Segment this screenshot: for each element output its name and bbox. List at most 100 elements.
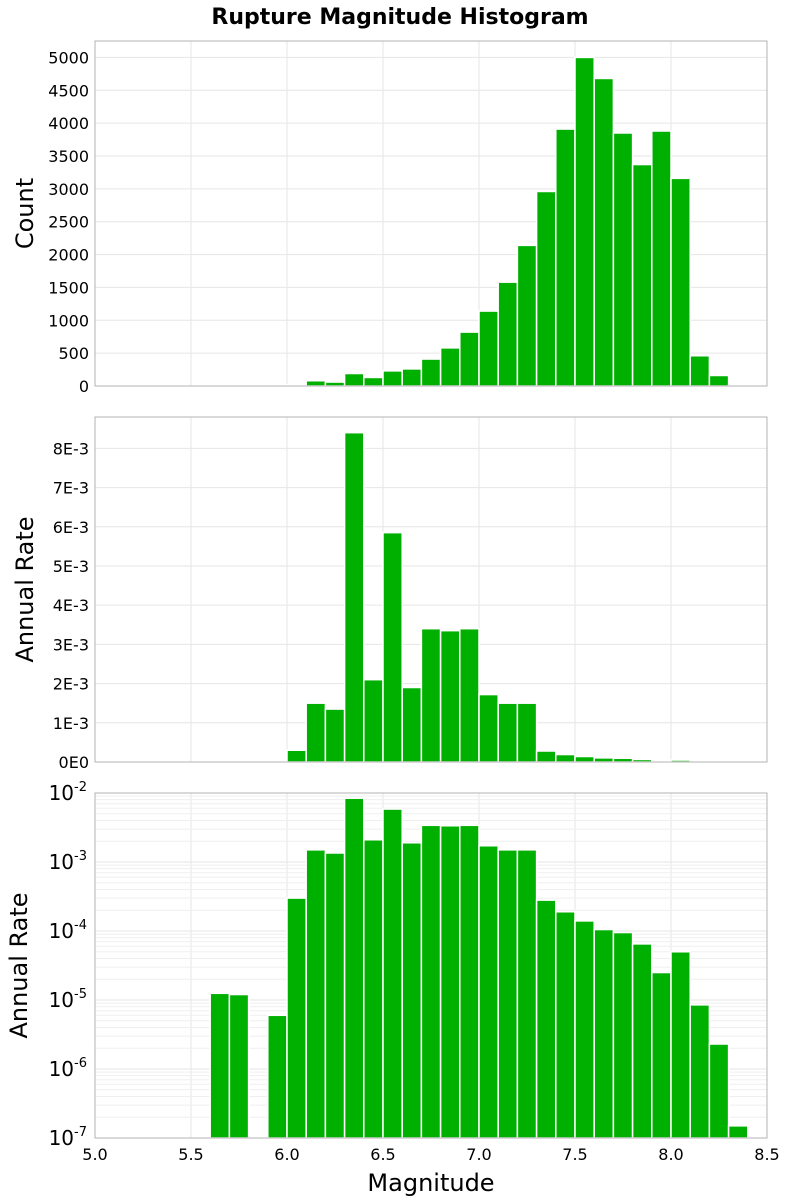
histogram-bar (670, 177, 691, 387)
y-tick-label: 1500 (48, 278, 89, 297)
histogram-bar (209, 992, 231, 1139)
histogram-bar (305, 702, 327, 763)
histogram-bar (420, 627, 442, 763)
histogram-bar (535, 750, 557, 763)
histogram-bar (689, 355, 711, 387)
plot-frame (94, 40, 768, 387)
x-tick-label: 8.0 (658, 1145, 683, 1164)
histogram-bar (555, 911, 576, 1139)
histogram-bar (324, 852, 346, 1139)
y-tick-label: 3500 (48, 147, 89, 166)
histogram-bar (305, 849, 327, 1139)
histogram-bar (382, 370, 403, 387)
histogram-bar (459, 824, 480, 1139)
histogram-bar (459, 627, 480, 763)
y-tick-label: 3E-3 (53, 635, 89, 654)
histogram-bar (478, 844, 499, 1139)
histogram-bar (439, 629, 461, 763)
histogram-bar (363, 839, 384, 1139)
y-tick-label: 2000 (48, 246, 89, 265)
y-tick-label: 10-3 (49, 849, 87, 874)
histogram-bar (651, 971, 672, 1139)
panel-count: 0 500 1000 1500 2000 2500 3000 3500 4000 4500 5000… (11, 40, 768, 396)
x-tick-label: 5.5 (178, 1145, 203, 1164)
histogram-bar (555, 753, 576, 763)
y-axis-label: Annual Rate (5, 892, 33, 1038)
histogram-bar (420, 358, 442, 387)
histogram-bar (574, 56, 595, 387)
y-tick-label: 10-5 (49, 987, 87, 1012)
x-tick-label: 6.5 (370, 1145, 395, 1164)
histogram-bar (516, 702, 538, 763)
histogram-bar (516, 849, 538, 1139)
histogram-bar (382, 808, 403, 1139)
histogram-bar (343, 797, 365, 1139)
y-tick-label: 500 (58, 344, 89, 363)
histogram-bar (343, 431, 365, 763)
panel-annual-rate-linear: 0E0 1E-3 2E-3 3E-3 4E-3 5E-3 6E-3 7E-3 8E-3 Annua… (11, 416, 768, 772)
y-tick-label: 10-6 (49, 1056, 87, 1081)
histogram-bar (651, 130, 672, 387)
histogram-bar (631, 943, 653, 1139)
y-axis-label: Count (11, 178, 39, 249)
y-tick-label: 7E-3 (53, 479, 89, 498)
histogram-bar (459, 331, 480, 387)
histogram-bar (439, 347, 461, 387)
histogram-bar (535, 190, 557, 387)
histogram-bar (439, 825, 461, 1139)
y-tick-label: 3000 (48, 180, 89, 199)
y-tick-label: 4000 (48, 114, 89, 133)
histogram-bar (727, 1125, 749, 1139)
y-tick-label: 2E-3 (53, 675, 89, 694)
plot-frame (94, 792, 768, 1139)
histogram-bar (535, 899, 557, 1139)
x-tick-label: 7.5 (562, 1145, 587, 1164)
histogram-bar (593, 928, 615, 1139)
y-tick-label: 4E-3 (53, 596, 89, 615)
x-tick-label: 8.5 (754, 1145, 779, 1164)
histogram-bar (478, 693, 499, 763)
histogram-bar (497, 849, 519, 1139)
x-tick-label: 6.0 (274, 1145, 299, 1164)
histogram-bar (343, 372, 365, 387)
histogram-bar (324, 381, 346, 387)
histogram-bar (267, 1014, 288, 1139)
histogram-bar (382, 531, 403, 763)
panel-annual-rate-log: 10-2 10-3 10-4 10-5 10-6 10-7 Annual Rate 5.0 5.… (5, 780, 780, 1197)
histogram-bar (286, 749, 307, 763)
y-tick-label: 0 (79, 377, 89, 396)
histogram-bar (286, 897, 307, 1139)
histogram-bar (708, 1043, 730, 1139)
y-tick-label: 5000 (48, 48, 89, 67)
histogram-bar (708, 374, 730, 387)
histogram-bar (363, 678, 384, 763)
histogram-bar (612, 757, 634, 763)
histogram-bar (516, 244, 538, 387)
y-axis-label: Annual Rate (11, 516, 39, 662)
y-tick-label: 10-4 (49, 918, 87, 943)
histogram-bar (497, 281, 519, 387)
histogram-bar (631, 163, 653, 387)
y-tick-label: 2500 (48, 213, 89, 232)
histogram-bar (401, 686, 423, 763)
y-tick-label: 1E-3 (53, 714, 89, 733)
histogram-bar (363, 376, 384, 387)
x-tick-label: 5.0 (82, 1145, 107, 1164)
histogram-bar (420, 824, 442, 1139)
x-tick-label: 7.0 (466, 1145, 491, 1164)
histogram-bar (593, 757, 615, 763)
histogram-bar (670, 951, 691, 1139)
histogram-bar (555, 128, 576, 387)
histogram-bar (612, 132, 634, 387)
y-tick-label: 5E-3 (53, 557, 89, 576)
histogram-bar (574, 755, 595, 763)
y-tick-label: 1000 (48, 311, 89, 330)
y-tick-label: 8E-3 (53, 439, 89, 458)
histogram-bar (593, 77, 615, 387)
histogram-bar (324, 708, 346, 763)
y-tick-label: 4500 (48, 81, 89, 100)
plot-frame (94, 416, 768, 763)
histogram-bar (401, 368, 423, 387)
